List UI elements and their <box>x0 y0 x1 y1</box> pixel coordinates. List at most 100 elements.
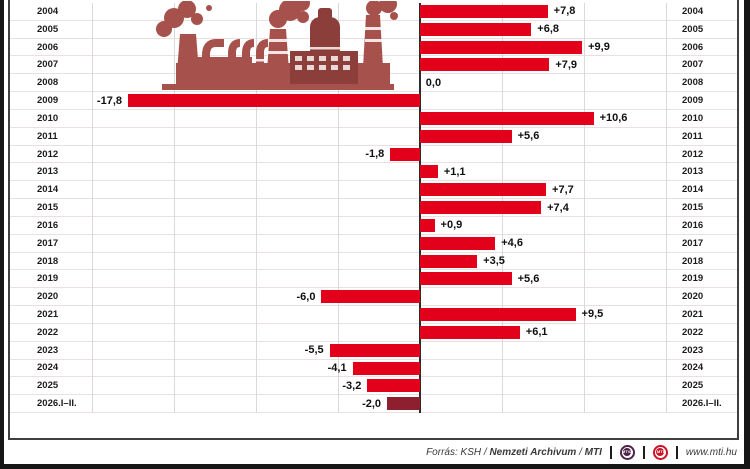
value-label: -2,0 <box>362 397 382 410</box>
chart-row: 2016 +0,9 2016 <box>10 217 737 235</box>
bar <box>419 325 520 339</box>
bar <box>329 343 420 357</box>
plot-cell: +9,9 <box>87 39 669 56</box>
website-link: www.mti.hu <box>685 446 737 458</box>
value-label: +1,1 <box>443 165 466 178</box>
year-label-left: 2009 <box>37 95 59 107</box>
year-label-left: 2012 <box>37 148 59 160</box>
chart-row: 2010 +10,6 2010 <box>10 110 737 128</box>
value-label: -3,2 <box>342 379 362 392</box>
bar <box>352 361 420 375</box>
year-label-right: 2013 <box>682 166 704 178</box>
bar <box>390 147 420 161</box>
plot-cell: +7,8 <box>87 3 669 20</box>
source-archive: Nemzeti Archivum <box>489 446 577 458</box>
bar <box>419 22 532 36</box>
value-label: +7,8 <box>553 5 576 18</box>
mti-logo-text: MTI <box>656 448 665 456</box>
year-label-left: 2005 <box>37 23 59 35</box>
year-label-left: 2013 <box>37 166 59 178</box>
year-label-left: 2007 <box>37 59 59 71</box>
year-label-left: 2004 <box>37 5 59 17</box>
year-label-right: 2023 <box>682 344 704 356</box>
year-label-right: 2026.I–II. <box>682 398 722 410</box>
year-label-right: 2011 <box>682 130 703 142</box>
chart-row: 2008 0,0 2008 <box>10 74 737 93</box>
chart-row: 2019 +5,6 2019 <box>10 270 737 289</box>
year-label-left: 2020 <box>37 291 59 303</box>
year-label-left: 2021 <box>37 308 59 320</box>
gridline <box>91 3 93 413</box>
year-label-right: 2021 <box>682 308 704 320</box>
year-label-right: 2006 <box>682 41 704 53</box>
value-label: +5,6 <box>517 272 540 285</box>
footer-divider <box>675 445 678 459</box>
plot-cell: -4,1 <box>87 360 669 377</box>
year-label-left: 2011 <box>37 130 58 142</box>
bar <box>419 111 594 125</box>
chart-rows: 2004 +7,8 2004 2005 +6,8 2005 2006 +9,9 2006 2007… <box>10 3 737 414</box>
value-label: -6,0 <box>296 290 316 303</box>
chart-row: 2024 -4,1 2024 <box>10 360 737 378</box>
plot-cell: -17,8 <box>87 92 669 109</box>
year-label-right: 2025 <box>682 380 704 392</box>
bar <box>321 290 420 304</box>
chart-row: 2014 +7,7 2014 <box>10 181 737 200</box>
mtva-logo-text: MTVA <box>621 448 633 456</box>
bar <box>419 165 438 179</box>
value-label: +5,6 <box>517 130 540 143</box>
value-label: -1,8 <box>365 148 385 161</box>
plot-cell: +7,9 <box>87 56 669 73</box>
year-label-left: 2015 <box>37 202 59 214</box>
chart-row: 2013 +1,1 2013 <box>10 163 737 182</box>
year-label-left: 2019 <box>37 273 59 285</box>
gridline <box>665 3 667 413</box>
gridline <box>583 3 585 413</box>
plot-cell: -2,0 <box>87 395 669 412</box>
chart-row: 2017 +4,6 2017 <box>10 235 737 253</box>
year-label-left: 2014 <box>37 184 59 196</box>
gridline <box>337 3 339 413</box>
plot-cell: +10,6 <box>87 110 669 127</box>
year-label-right: 2008 <box>682 77 704 89</box>
bar <box>419 183 547 197</box>
value-label: +6,8 <box>537 23 559 36</box>
value-label: +6,1 <box>525 326 548 339</box>
value-label: -4,1 <box>327 361 347 374</box>
plot-cell: +3,5 <box>87 253 669 270</box>
bar <box>419 58 550 72</box>
chart-row: 2026.I–II. -2,0 2026.I–II. <box>10 395 737 414</box>
value-label: +9,5 <box>581 308 604 321</box>
chart-card: 2004 +7,8 2004 2005 +6,8 2005 2006 +9,9 2006 2007… <box>8 0 739 440</box>
year-label-left: 2024 <box>37 362 59 374</box>
frame-border-bottom <box>0 464 750 469</box>
chart-row: 2021 +9,5 2021 <box>10 306 737 324</box>
plot-cell: +6,1 <box>87 324 669 341</box>
year-label-right: 2015 <box>682 202 704 214</box>
year-label-left: 2017 <box>37 237 59 249</box>
footer: Forrás: KSH / Nemzeti Archivum / MTI MTV… <box>426 441 737 463</box>
mtva-logo-icon: MTVA <box>619 444 635 460</box>
year-label-right: 2004 <box>682 5 704 17</box>
plot-cell: +7,4 <box>87 199 669 216</box>
bar <box>419 40 583 54</box>
chart-row: 2023 -5,5 2023 <box>10 342 737 360</box>
year-label-right: 2016 <box>682 219 704 231</box>
plot-cell: -6,0 <box>87 288 669 305</box>
year-label-right: 2005 <box>682 23 704 35</box>
mti-logo-icon: MTI <box>652 444 668 460</box>
chart-row: 2020 -6,0 2020 <box>10 288 737 307</box>
bar <box>127 94 420 108</box>
value-label: +7,4 <box>547 201 569 214</box>
plot-cell: 0,0 <box>87 74 669 91</box>
bar <box>419 129 512 143</box>
bar <box>419 254 478 268</box>
year-label-right: 2017 <box>682 237 704 249</box>
value-label: +0,9 <box>440 219 463 232</box>
separator-slash: / <box>483 446 487 458</box>
plot-cell: +1,1 <box>87 163 669 180</box>
plot-cell: -5,5 <box>87 342 669 359</box>
bar <box>419 218 435 232</box>
source-label: Forrás: <box>426 446 458 458</box>
chart-row: 2018 +3,5 2018 <box>10 253 737 271</box>
